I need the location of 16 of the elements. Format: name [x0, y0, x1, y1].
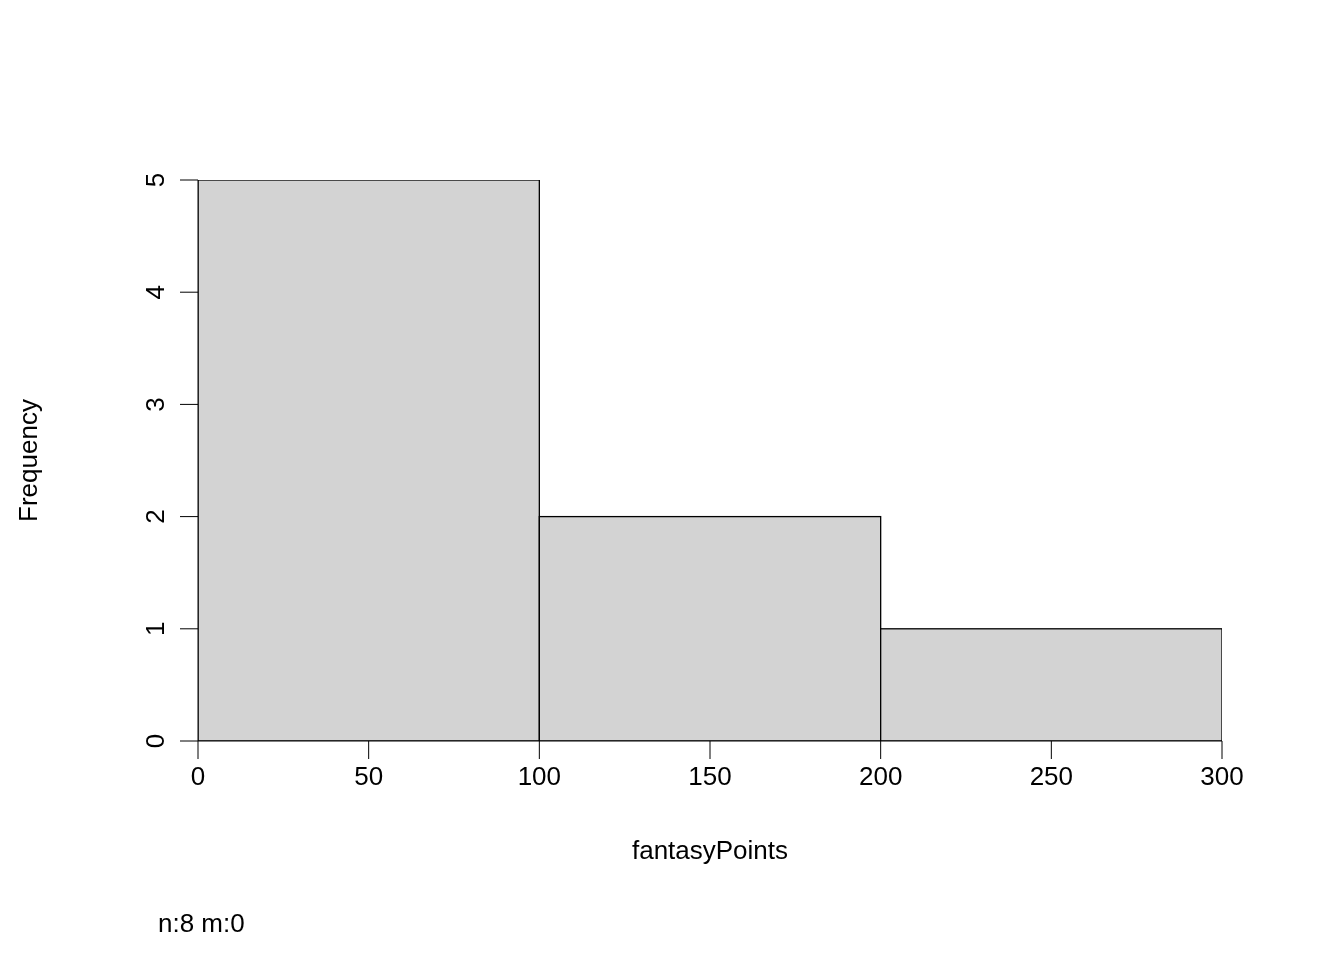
y-axis-title: Frequency	[13, 399, 44, 522]
y-tick-label: 0	[140, 733, 170, 749]
x-tick-label: 50	[354, 761, 384, 792]
y-tick-label: 3	[140, 397, 170, 412]
x-tick-label: 250	[1029, 761, 1074, 792]
y-tick-label: 2	[140, 509, 170, 524]
x-tick-label: 300	[1200, 761, 1244, 792]
x-tick-label: 150	[688, 761, 732, 792]
x-tick-label: 0	[190, 761, 206, 792]
y-tick-label: 1	[140, 621, 170, 637]
y-tick-label: 5	[140, 172, 170, 188]
x-tick-label: 100	[517, 761, 562, 792]
text: n:8 m:0	[158, 908, 246, 939]
y-tick-label: 4	[140, 284, 170, 300]
x-axis-title: fantasyPoints	[631, 835, 789, 866]
x-tick-label: 200	[858, 761, 903, 792]
